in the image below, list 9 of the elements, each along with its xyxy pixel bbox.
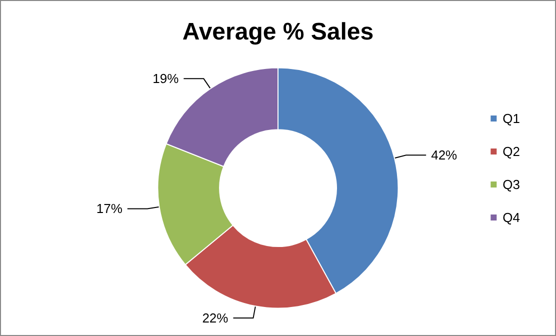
legend-label: Q3 <box>502 177 520 192</box>
data-label: 17% <box>96 201 123 216</box>
data-label: 19% <box>152 71 180 86</box>
legend-label: Q2 <box>502 144 520 159</box>
legend-label: Q1 <box>502 111 520 126</box>
data-label: 42% <box>431 148 458 163</box>
data-label: 22% <box>202 310 229 326</box>
legend-label: Q4 <box>502 210 520 225</box>
chart-title: Average % Sales <box>182 18 374 46</box>
